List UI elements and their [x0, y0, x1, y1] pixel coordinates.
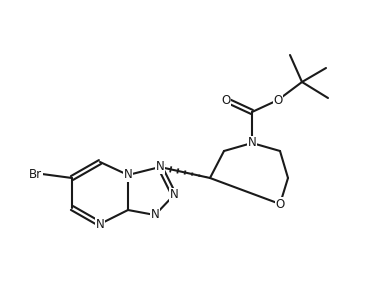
Text: Br: Br	[29, 167, 42, 181]
Text: O: O	[275, 197, 285, 211]
Text: O: O	[273, 94, 283, 106]
Text: N: N	[156, 160, 164, 173]
Text: N: N	[151, 208, 159, 221]
Text: N: N	[124, 169, 132, 182]
Text: O: O	[221, 94, 231, 106]
Text: N: N	[96, 218, 104, 230]
Text: N: N	[169, 188, 178, 202]
Text: N: N	[248, 136, 256, 149]
